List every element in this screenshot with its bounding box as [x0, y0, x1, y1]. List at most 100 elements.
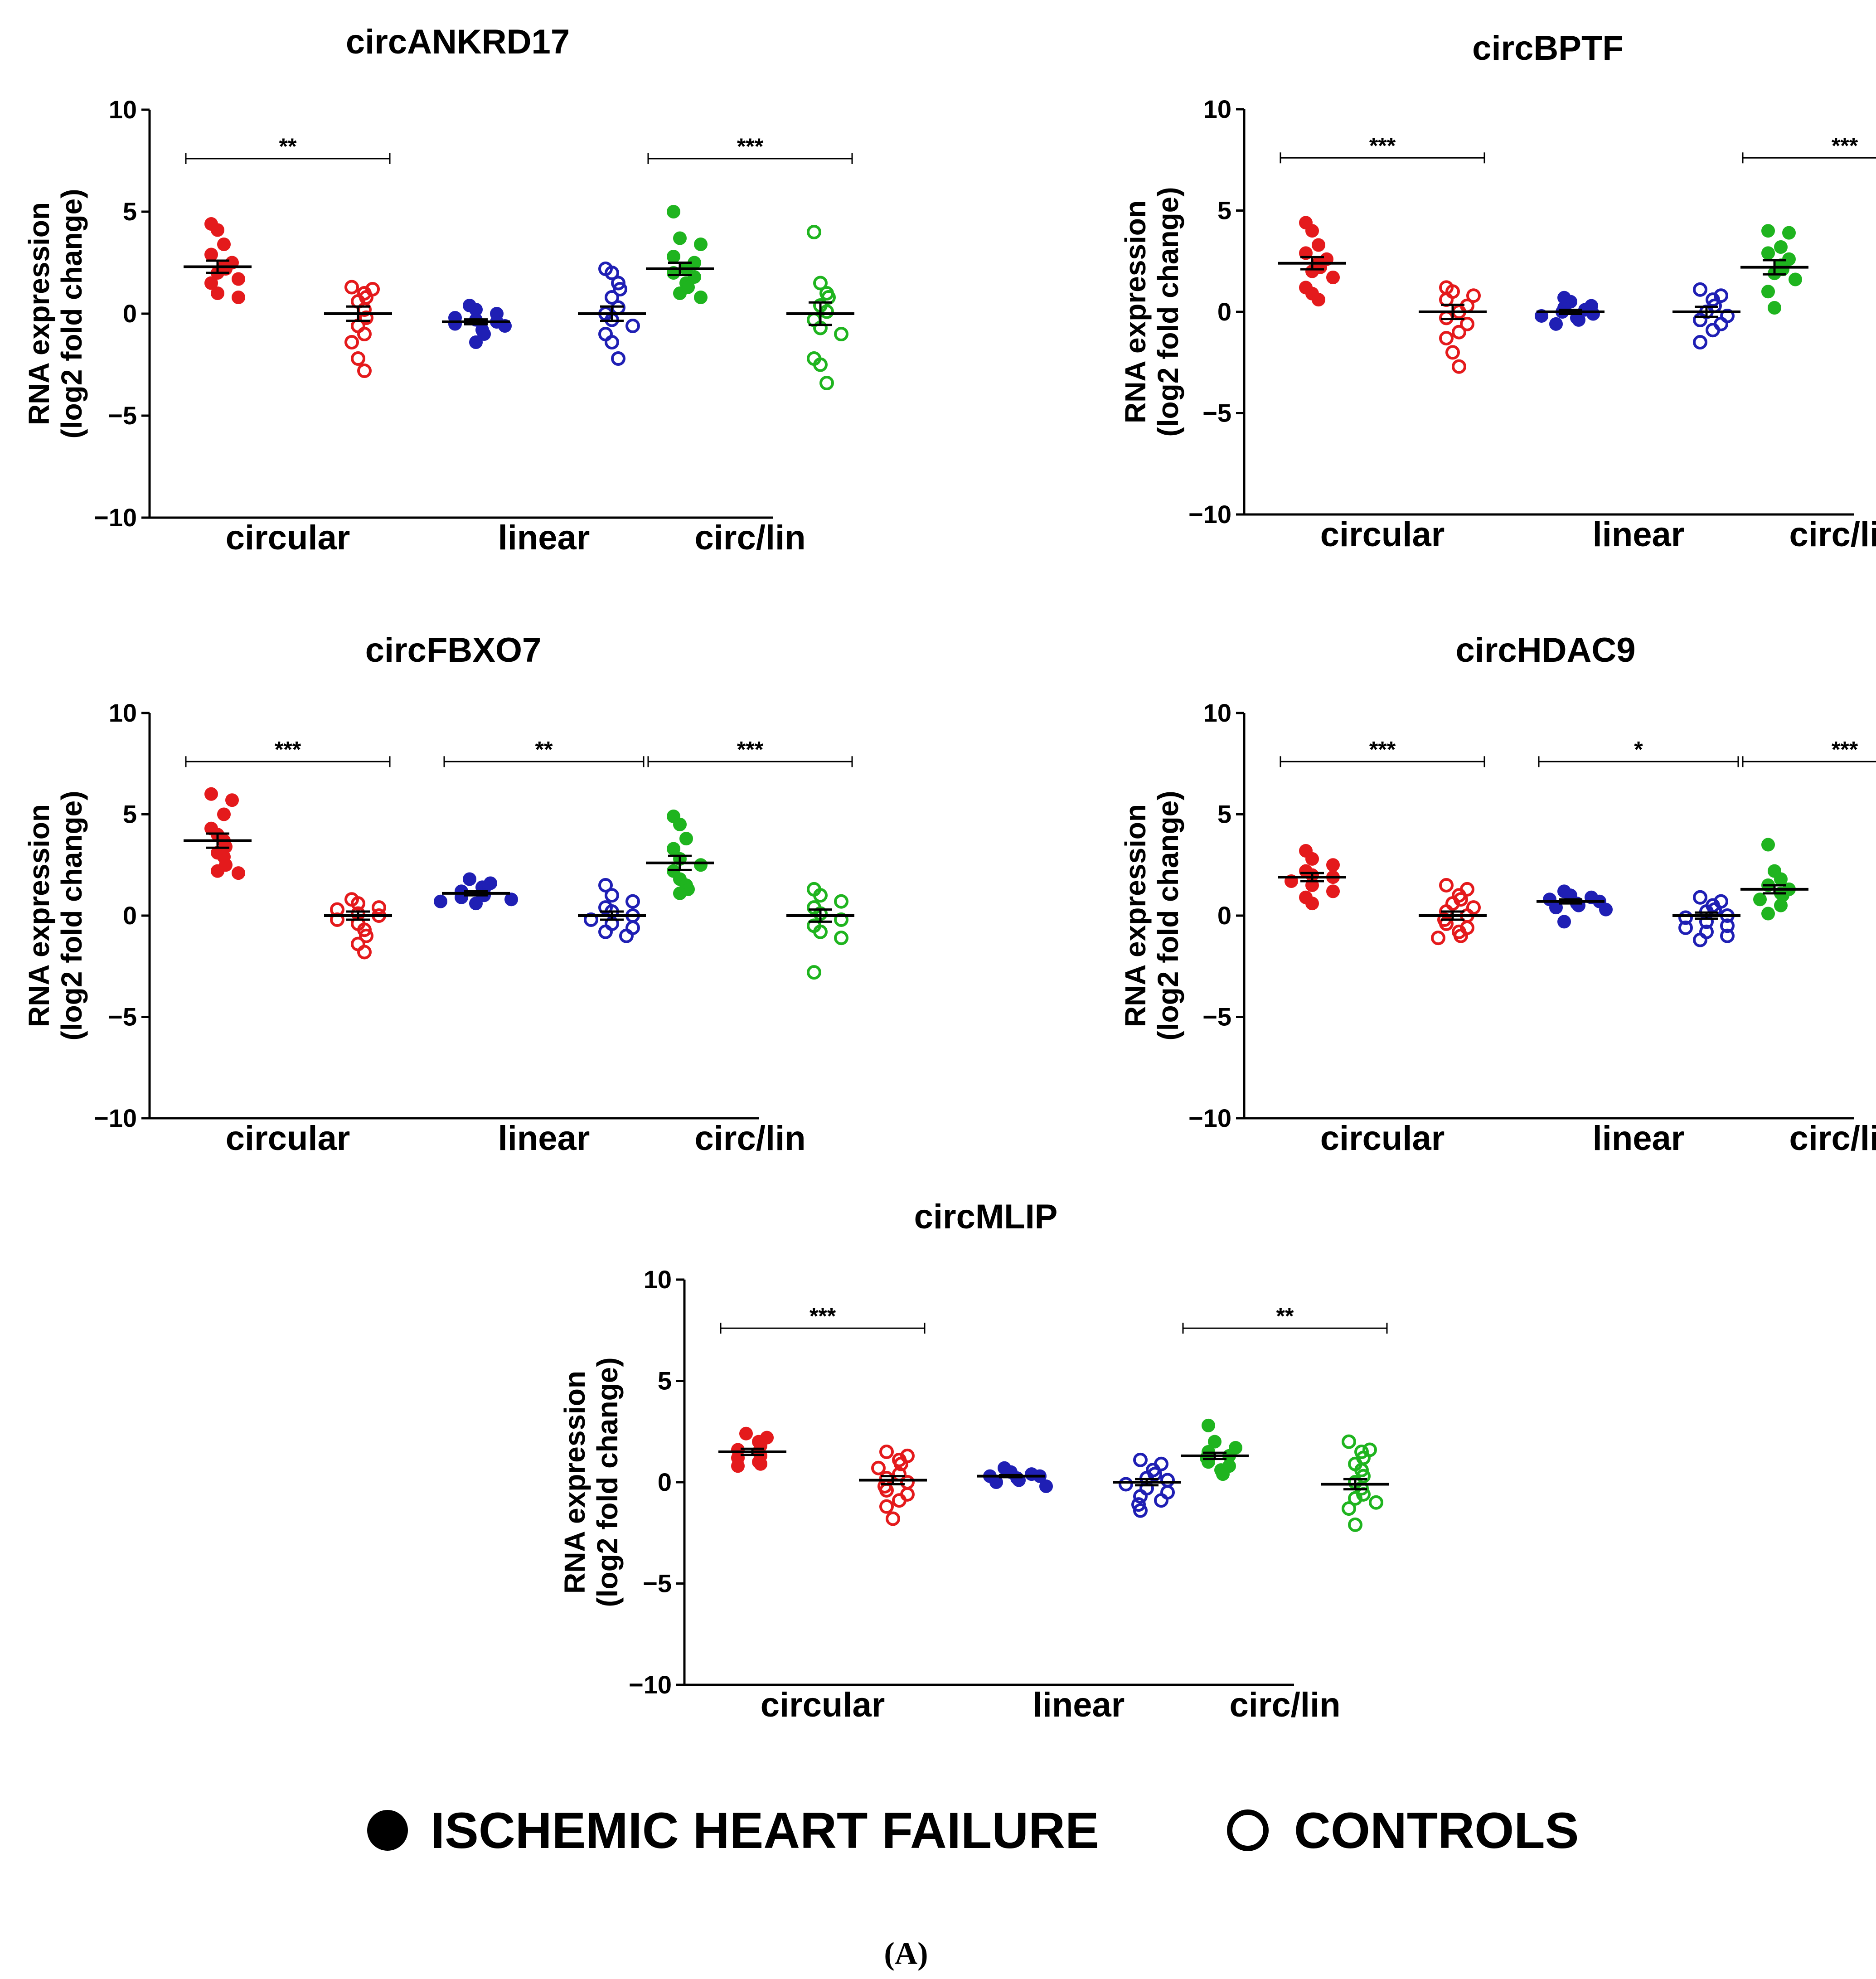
data-point [1326, 858, 1340, 872]
data-point [754, 1457, 767, 1471]
significance-bracket: *** [647, 134, 853, 164]
data-point [344, 335, 359, 349]
data-point [359, 310, 373, 325]
y-tick-label: 5 [658, 1367, 672, 1395]
data-point [211, 286, 224, 300]
x-category-label: linear [1033, 1686, 1125, 1724]
data-point [1753, 892, 1767, 907]
chart-circhdac9: circHDAC9 10 5 0 −5 −10 RNA expression (log2 fo… [1119, 631, 1876, 1158]
y-tick-label: −10 [94, 503, 137, 532]
data-point [1693, 335, 1707, 350]
data-point [232, 291, 245, 304]
data-point [813, 276, 828, 291]
significance-label: *** [1832, 737, 1858, 762]
significance-bracket: *** [1280, 133, 1485, 164]
series-circular-controls [324, 280, 392, 378]
data-point [611, 276, 625, 291]
y-tick-label: 10 [1203, 95, 1231, 123]
y-tick-label: −10 [1188, 500, 1231, 529]
data-point [469, 335, 483, 349]
data-point [1572, 313, 1585, 327]
data-point [813, 888, 828, 903]
data-point [232, 272, 245, 286]
data-point [605, 335, 619, 349]
data-point [1761, 246, 1775, 260]
y-tick-label: −5 [643, 1569, 672, 1598]
data-point [1678, 920, 1693, 935]
data-point [667, 250, 680, 263]
data-point [204, 787, 218, 801]
data-point [1326, 884, 1340, 898]
significance-bracket: ** [1182, 1303, 1388, 1334]
y-axis-subtitle: (log2 fold change) [591, 1357, 624, 1607]
significance-bracket: ** [443, 737, 645, 767]
y-tick-label: 10 [109, 95, 137, 124]
chart-circbptf: circBPTF 10 5 0 −5 −10 RNA expression (log2 fol… [1119, 29, 1876, 554]
significance-label: *** [810, 1303, 836, 1329]
x-category-label: circ/lin [1789, 515, 1876, 554]
series-linear-ischemic [434, 872, 518, 911]
data-point [1348, 1517, 1362, 1532]
y-tick-label: 10 [1203, 698, 1231, 727]
series-linear-ischemic [1535, 291, 1605, 331]
series-linear-controls [1672, 890, 1740, 947]
data-point [1549, 317, 1563, 331]
data-point [204, 247, 218, 262]
data-point [834, 931, 848, 946]
data-point [1693, 312, 1707, 327]
data-point [1693, 282, 1707, 297]
data-point [211, 864, 224, 878]
data-point [900, 1475, 915, 1489]
significance-bracket: *** [185, 737, 391, 767]
data-point [1714, 316, 1728, 331]
data-point [344, 280, 359, 295]
y-tick-label: 0 [1217, 901, 1231, 930]
data-point [357, 364, 372, 378]
y-axis-title: RNA expression [558, 1371, 591, 1594]
data-point [667, 205, 680, 218]
y-tick-label: 5 [1217, 196, 1231, 225]
series-circular-ischemic [184, 787, 252, 880]
data-point [1039, 1479, 1053, 1493]
series-circular-controls [1419, 878, 1487, 946]
data-point [1761, 224, 1775, 238]
data-point [1202, 1455, 1215, 1469]
significance-label: *** [737, 737, 764, 762]
significance-bracket: *** [1742, 133, 1876, 164]
data-point [1326, 271, 1340, 285]
series-linear-controls [1113, 1452, 1181, 1518]
data-point [694, 238, 708, 251]
data-point [625, 894, 640, 909]
series-circ-lin-ischemic [1740, 838, 1808, 921]
chart-title: circMLIP [914, 1198, 1058, 1236]
data-point [1445, 345, 1460, 360]
data-point [731, 1459, 745, 1473]
data-point [834, 894, 848, 909]
data-point [834, 912, 848, 927]
data-point [1119, 1477, 1133, 1492]
data-point [1557, 915, 1571, 929]
data-point [900, 1487, 915, 1502]
data-point [1312, 293, 1325, 307]
x-category-label: circ/lin [1230, 1686, 1341, 1724]
data-point [1768, 301, 1781, 315]
data-point [357, 922, 372, 937]
data-point [598, 924, 613, 939]
data-point [613, 282, 627, 296]
data-point [434, 894, 447, 908]
x-category-label: circular [1320, 1119, 1445, 1158]
data-point [1439, 331, 1454, 346]
data-point [1131, 1497, 1146, 1512]
data-point [625, 319, 640, 333]
significance-label: ** [1276, 1303, 1294, 1329]
series-circular-controls [859, 1444, 927, 1526]
series-linear-ischemic [977, 1461, 1053, 1493]
data-point [1439, 916, 1454, 931]
data-point [892, 1493, 906, 1508]
data-point [598, 878, 613, 892]
series-circular-controls [1419, 280, 1487, 374]
data-point [463, 872, 476, 886]
y-axis-title: RNA expression [23, 202, 55, 425]
data-point [694, 858, 708, 872]
chart-title: circANKRD17 [346, 23, 570, 61]
